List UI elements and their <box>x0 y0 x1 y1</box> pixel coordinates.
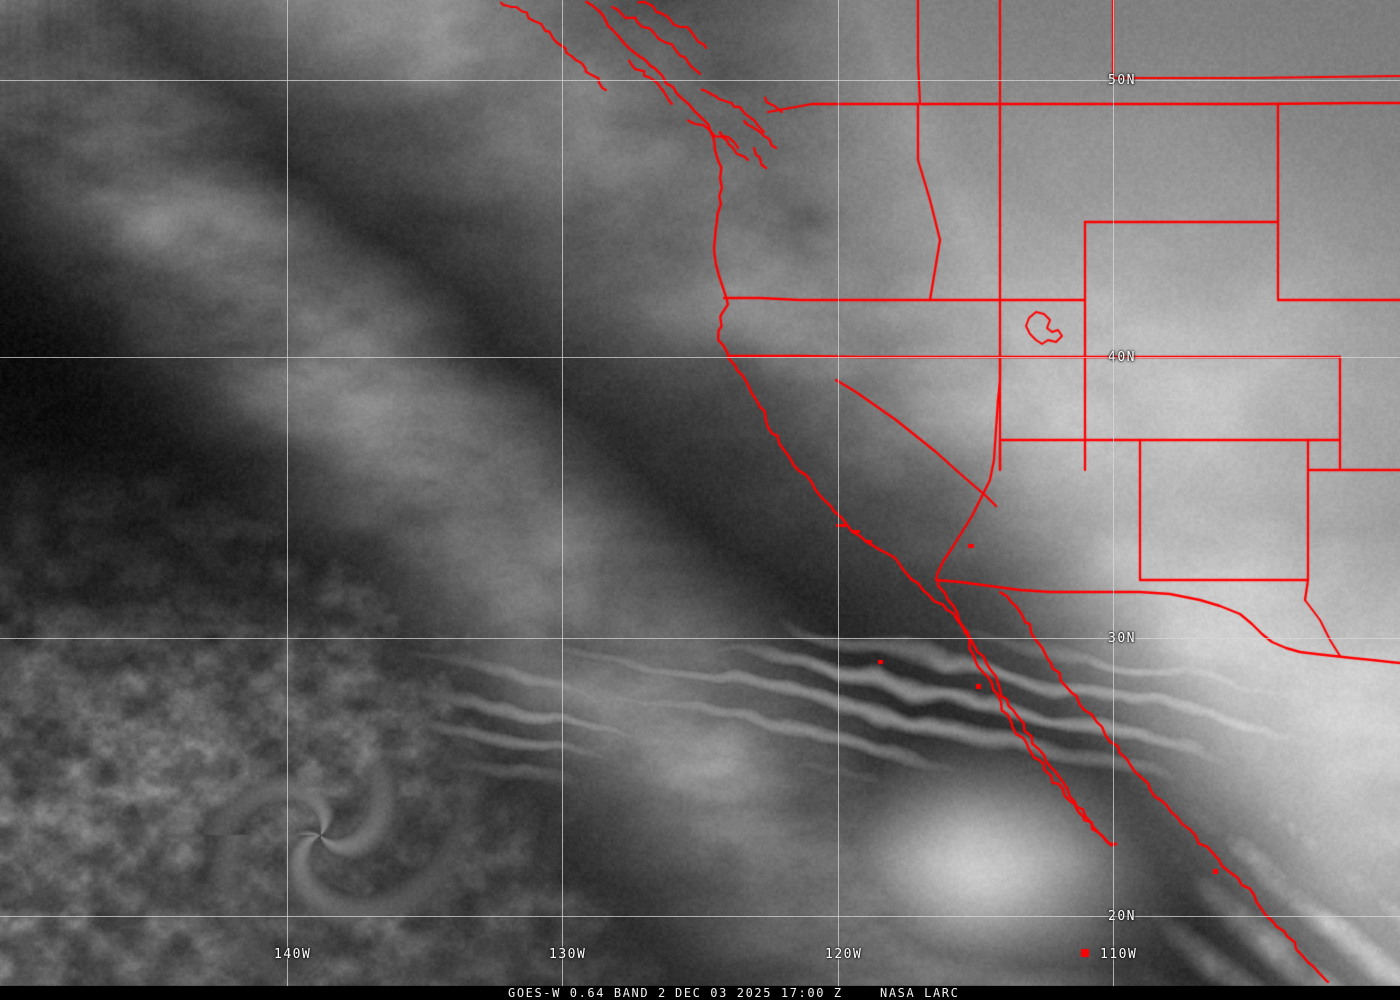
info-source-label: NASA LARC <box>880 986 960 1000</box>
info-product-label: GOES-W 0.64 BAND 2 <box>508 986 667 1000</box>
info-bar: GOES-W 0.64 BAND 2 DEC 03 2025 17:00 Z N… <box>0 986 1400 1000</box>
info-datetime-label: DEC 03 2025 17:00 Z <box>675 986 843 1000</box>
